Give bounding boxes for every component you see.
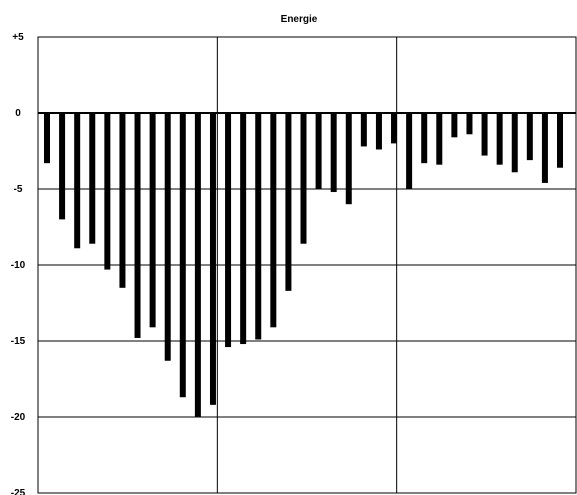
y-tick-label: -5: [14, 184, 23, 195]
y-tick-label: -15: [11, 336, 26, 347]
bar: [526, 113, 533, 161]
bars: [44, 113, 563, 417]
y-tick-label: -25: [11, 488, 26, 495]
bar: [300, 113, 307, 244]
bar: [209, 113, 216, 405]
y-tick-label: 0: [15, 108, 21, 119]
bar: [406, 113, 413, 189]
bar: [557, 113, 563, 168]
y-tick-label: -10: [11, 260, 26, 271]
y-tick-label: +5: [12, 32, 24, 43]
bar: [391, 113, 398, 144]
chart-title: Energie: [281, 14, 318, 25]
y-tick-label: -20: [11, 412, 26, 423]
bar: [466, 113, 473, 135]
bar: [375, 113, 382, 150]
bar: [179, 113, 186, 398]
bar: [74, 113, 81, 249]
grid: [38, 36, 576, 494]
bar: [225, 113, 232, 348]
bar: [134, 113, 141, 338]
bar: [255, 113, 262, 340]
bar: [44, 113, 50, 164]
plot-frame: [37, 36, 577, 494]
bar: [119, 113, 126, 288]
bar: [164, 113, 171, 361]
bar: [240, 113, 247, 345]
bar: [541, 113, 548, 183]
bar: [194, 113, 201, 417]
bar: [270, 113, 277, 328]
bar: [315, 113, 322, 189]
bar: [104, 113, 111, 270]
bar: [89, 113, 96, 244]
bar: [511, 113, 518, 173]
bar: [436, 113, 443, 165]
y-axis-ticks: +5 0 -5 -10 -15 -20 -25: [11, 32, 26, 495]
bar: [345, 113, 352, 205]
bar: [360, 113, 367, 147]
bar: [285, 113, 292, 291]
bar: [496, 113, 503, 165]
bar: [481, 113, 488, 156]
bar: [421, 113, 428, 164]
bar: [149, 113, 156, 328]
bar: [59, 113, 66, 220]
bar: [330, 113, 337, 193]
bar: [451, 113, 458, 138]
